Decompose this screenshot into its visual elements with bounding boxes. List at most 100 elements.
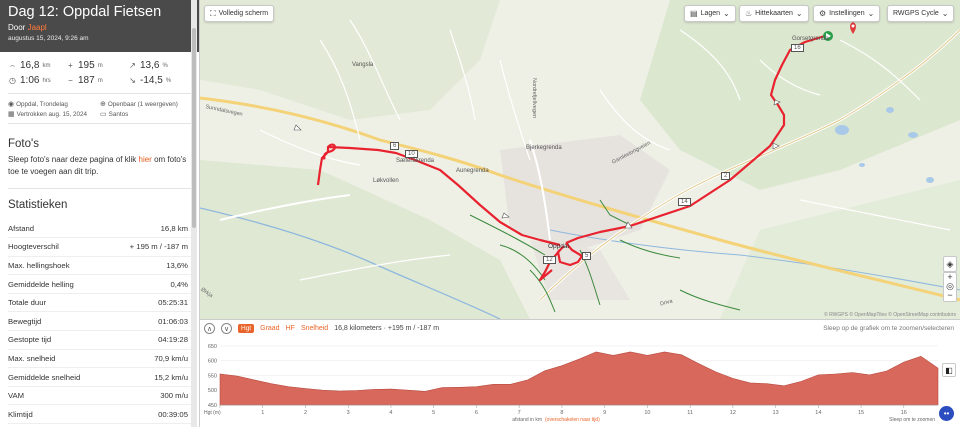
tab-heartrate[interactable]: HF — [285, 325, 295, 332]
y-axis-label: Hgt (m) — [204, 410, 221, 416]
stats-row: Max. snelheid 70,9 km/u — [8, 349, 192, 369]
elevation-hint: Sleep op de grafiek om te zoomen/selecte… — [823, 325, 954, 332]
visibility-text: Openbaar (1 weergeven) — [107, 101, 178, 108]
map[interactable]: 16 2 14 6 10 12 5 Vangsla Sæteråkrenda L… — [200, 0, 960, 319]
plus-icon: + — [68, 61, 73, 70]
zoom-in-icon[interactable]: + — [947, 272, 953, 282]
stats-label: Totale duur — [8, 293, 107, 313]
min-grade-stat: ↘ -14,5 % — [128, 75, 171, 86]
trip-date: augustus 15, 2024, 9:26 am — [8, 35, 89, 42]
stats-row: Klimtijd 00:39:05 — [8, 404, 192, 425]
stats-label: Afstand — [8, 219, 107, 239]
minus-icon: − — [68, 76, 73, 85]
stats-row: Totale duur 05:25:31 — [8, 293, 192, 313]
sidebar-scrollbar[interactable] — [191, 0, 197, 427]
photos-link[interactable]: hier — [138, 155, 152, 164]
elev-loss-value: 187 — [78, 75, 95, 86]
tab-speed[interactable]: Snelheid — [300, 325, 329, 332]
map-style-select[interactable]: RWGPS Cycle ⌄ — [887, 5, 955, 22]
stats-row: Bewegtijd 01:06:03 — [8, 311, 192, 332]
place-oppdal: Oppdal — [548, 243, 569, 250]
fullscreen-label: Volledig scherm — [218, 10, 269, 17]
km-marker-6: 6 — [390, 142, 400, 150]
layers-label: Lagen — [700, 10, 721, 17]
x-tick-label: 5 — [432, 410, 435, 416]
tab-height[interactable]: Hgt — [238, 324, 255, 333]
map-canvas[interactable] — [200, 0, 960, 319]
author-link[interactable]: Jaapl — [27, 23, 47, 32]
stats-value: 70,9 km/u — [106, 349, 192, 369]
settings-button[interactable]: ⚙ Instellingen ⌄ — [813, 5, 881, 22]
stats-heading: Statistieken — [8, 199, 68, 211]
x-tick-label: 4 — [389, 410, 392, 416]
photos-text-before: Sleep foto's naar deze pagina of klik — [8, 155, 139, 164]
stats-label: Hoogteverschil — [8, 237, 107, 257]
elev-gain-stat: + 195 m — [66, 60, 128, 71]
km-marker-14: 14 — [678, 198, 691, 206]
clock-icon: ◷ — [9, 76, 16, 85]
x-tick-label: 14 — [815, 410, 821, 416]
elevation-panel: ∧ ∨ Hgt Graad HF Snelheid 16,8 kilometer… — [200, 319, 960, 427]
x-axis-label: afstand in km — [512, 417, 542, 423]
x-tick-label: 15 — [858, 410, 864, 416]
trip-author: Door Jaapl — [8, 23, 191, 32]
stats-value: 01:06:03 — [106, 311, 192, 332]
x-tick-label: 1 — [261, 410, 264, 416]
chevron-down-icon: ⌄ — [723, 9, 730, 18]
calendar-icon: ▦ — [8, 111, 15, 118]
stats-row: Max. hellingshoek 13,6% — [8, 256, 192, 276]
heatmaps-label: Hittekaarten — [755, 10, 793, 17]
stats-value: + 195 m / -187 m — [106, 237, 192, 257]
duration-value: 1:06 — [20, 75, 40, 86]
x-tick-label: 7 — [518, 410, 521, 416]
km-marker-16: 16 — [791, 44, 804, 52]
departed-text: Vertrokken aug. 15, 2024 — [16, 111, 87, 118]
elev-gain-unit: m — [97, 62, 103, 69]
place-vangsla: Vangsla — [352, 62, 374, 68]
stats-row: Gestopte tijd 04:19:28 — [8, 330, 192, 350]
y-tick-label: 600 — [208, 359, 217, 365]
max-grade-unit: % — [162, 62, 168, 69]
max-grade-value: 13,6 — [140, 60, 160, 71]
switch-to-time-link[interactable]: (overschakelen naar tijd) — [545, 417, 600, 423]
pin-icon: ◉ — [8, 101, 15, 108]
zoom-controls[interactable]: + ◎ − — [943, 272, 957, 302]
x-tick-label: 3 — [347, 410, 350, 416]
min-grade-unit: % — [165, 77, 172, 84]
help-bubble-icon[interactable]: •• — [939, 406, 954, 421]
locate-icon[interactable]: ◎ — [946, 281, 954, 291]
fullscreen-button[interactable]: ⛶ Volledig scherm — [204, 5, 275, 22]
stats-label: Gemiddelde helling — [8, 274, 107, 294]
zoom-out-icon[interactable]: − — [947, 290, 953, 300]
device-icon: ▭ — [100, 111, 107, 118]
layers-button[interactable]: ▤ Lagen ⌄ — [684, 5, 736, 22]
stats-row: VAM 300 m/u — [8, 386, 192, 406]
device-row: ▭ Santos — [100, 110, 128, 118]
collapse-up-icon[interactable]: ∧ — [204, 323, 215, 334]
stats-label: Max. snelheid — [8, 349, 107, 369]
duration-stat: ◷ 1:06 hrs — [8, 75, 66, 86]
chevron-down-icon: ⌄ — [795, 9, 803, 18]
tab-grade[interactable]: Graad — [260, 325, 280, 332]
heatmaps-button[interactable]: ♨ Hittekaarten ⌄ — [739, 5, 809, 22]
x-tick-label: 16 — [901, 410, 907, 416]
km-marker-12: 12 — [543, 256, 556, 264]
device-text: Santos — [108, 111, 129, 118]
x-tick-label: 9 — [603, 410, 606, 416]
map-search-icon[interactable]: ◈ — [943, 256, 957, 272]
stats-value: 15,2 km/u — [106, 367, 192, 387]
departed-row: ▦ Vertrokken aug. 15, 2024 — [8, 110, 90, 118]
arrow-down-right-icon: ↘ — [129, 76, 136, 85]
stats-value: 00:39:05 — [106, 404, 192, 425]
km-marker-5: 5 — [582, 252, 592, 260]
expand-icon: ⛶ — [210, 8, 216, 18]
visibility-row[interactable]: ⊕ Openbaar (1 weergeven) — [100, 100, 178, 108]
collapse-down-icon[interactable]: ∨ — [221, 323, 232, 334]
sidebar: Dag 12: Oppdal Fietsen Door Jaapl august… — [0, 0, 200, 427]
stats-label: Gestopte tijd — [8, 330, 107, 350]
stats-table: Afstand 16,8 km Hoogteverschil + 195 m / -1… — [8, 219, 192, 425]
elevation-side-icon[interactable]: ◧ — [942, 363, 956, 377]
place-saeterenga: Sæteråkrenda — [396, 158, 435, 164]
scrollbar-thumb[interactable] — [192, 28, 196, 228]
